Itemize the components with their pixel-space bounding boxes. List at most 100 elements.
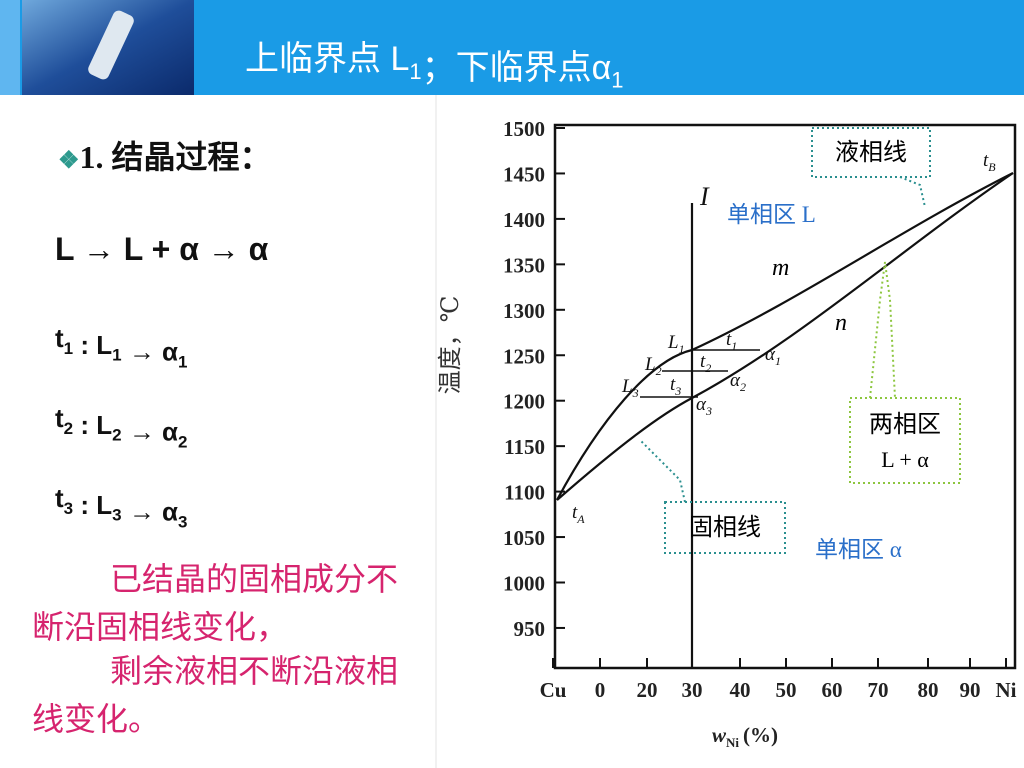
note-line: 剩余液相不断沿液相 [110,653,398,689]
subscript: 1 [775,354,781,368]
subscript: 3 [674,384,681,398]
subscript: B [988,160,996,174]
curve-label: n [835,310,847,336]
text-run: → α [122,337,178,367]
subscript: A [576,512,585,526]
point-label: tA [572,502,585,526]
y-axis-label: 温度，℃ [437,296,464,395]
heading: 1. 结晶过程： [80,139,272,175]
note-line: 断沿固相线变化， [32,609,288,645]
subscript: 1 [611,68,623,93]
x-tick-label: 80 [918,678,939,702]
subscript: 3 [112,506,121,525]
region-label: 单相区 α [815,537,902,562]
liquidus-curve [556,172,1014,501]
y-tick-label: 950 [514,617,546,641]
text-run: : L [73,410,112,440]
text-run: t [726,329,732,350]
subscript: 2 [705,361,711,375]
y-tick-label: 1500 [503,117,545,141]
callout-text: L + α [881,447,929,472]
text-run: → α [122,417,178,447]
text-run: : L [73,490,112,520]
subscript: 1 [112,346,121,365]
subscript: 3 [705,404,712,418]
point-label: α2 [730,370,746,394]
point-label: α3 [696,394,712,418]
note-line: 已结晶的固相成分不 [110,561,398,597]
x-tick-label: 20 [637,678,658,702]
point-label: L3 [621,376,639,400]
title-text: 上临界点 L1；下临界点α1 [245,40,624,93]
x-axis-label: wNi (%) [712,723,778,750]
text-run: L [621,376,633,397]
subscript: 1 [409,59,421,84]
x-tick-label: 30 [682,678,703,702]
x-tick-label: 0 [595,678,606,702]
text-run: t [572,502,578,523]
line-label: I [699,182,710,211]
subscript: 3 [64,499,73,518]
subscript: 2 [656,364,662,378]
solidus-curve [556,172,1014,501]
leader-line [899,176,926,208]
text-run: t [670,374,676,395]
subscript: 2 [64,419,73,438]
section-heading: ❖1. 结晶过程： [58,139,272,175]
point-label: α1 [765,344,781,368]
step-line: t3 : L3 → α3 [55,483,188,531]
subscript: 1 [679,342,685,356]
subscript: 3 [178,512,187,531]
point-label: t2 [700,351,711,375]
bullet: ❖ [58,148,80,174]
region-label: 单相区 L [727,202,816,227]
process-text: L → L + α → α [55,231,269,267]
subscript: 2 [112,426,121,445]
header-image-pen [88,10,134,80]
y-tick-label: 1200 [503,390,545,414]
subscript: 2 [178,432,187,451]
text-run: t [55,483,64,513]
text-run: → α [122,497,178,527]
x-tick-label: 40 [730,678,751,702]
y-tick-label: 1000 [503,572,545,596]
y-tick-label: 1300 [503,299,545,323]
y-tick-label: 1350 [503,253,545,277]
y-tick-label: 1450 [503,162,545,186]
y-tick-label: 1400 [503,208,545,232]
x-tick-label: 90 [960,678,981,702]
text-run: L [644,354,656,375]
x-tick-label: 70 [868,678,889,702]
text-run: ；下临界点α [422,49,612,87]
curve-label: m [772,255,789,281]
leader-line [639,439,686,503]
text-run: t [700,351,706,372]
callout-box [849,397,961,484]
point-label: L1 [667,332,685,356]
text-run: t [55,403,64,433]
callout-text: 固相线 [689,514,761,541]
text-run: α [730,370,741,391]
callout-text: 液相线 [835,139,907,166]
step-line: t1 : L1 → α1 [55,323,188,371]
callouts [639,127,961,554]
callout-box [811,127,931,178]
y-tick-label: 1150 [504,435,545,459]
step-line: t2 : L2 → α2 [55,403,188,451]
subscript: 1 [731,339,737,353]
subscript: 1 [64,339,73,358]
x-tick-label: Ni [996,678,1017,702]
text-run: α [765,344,776,365]
note-line: 线变化。 [32,701,160,737]
point-label: t3 [670,374,681,398]
text-run: t [55,323,64,353]
y-tick-label: 1050 [503,526,545,550]
subscript: Ni [726,735,739,750]
text-run: t [983,150,989,171]
point-label: t1 [726,329,737,353]
text-run: 上临界点 L [245,40,409,78]
leader-line [869,261,896,399]
y-tick-label: 1100 [504,481,545,505]
point-label: L2 [644,354,662,378]
